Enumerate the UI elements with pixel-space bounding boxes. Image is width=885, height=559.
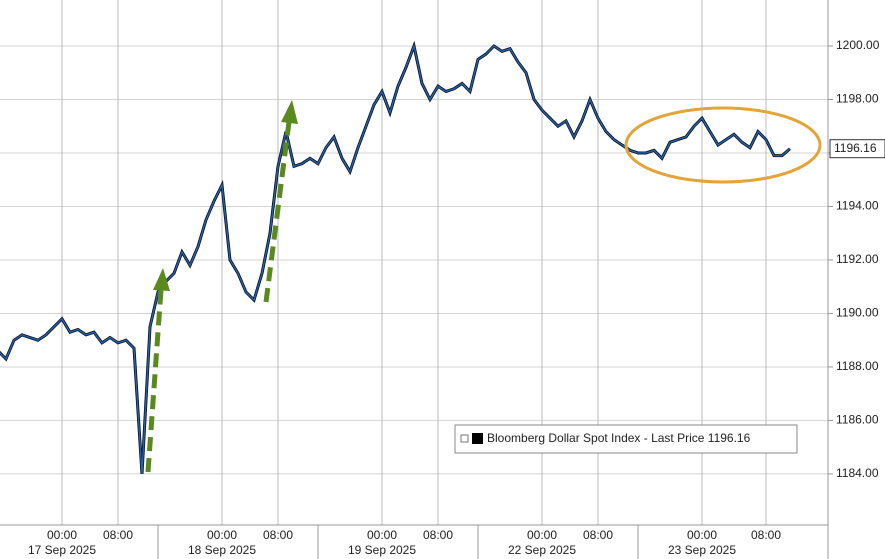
x-date-label: 22 Sep 2025	[508, 543, 576, 557]
legend-icon	[460, 434, 469, 443]
arrow-head	[153, 268, 170, 291]
legend: Bloomberg Dollar Spot Index - Last Price…	[454, 424, 798, 454]
last-price-label: 1196.16	[834, 141, 877, 155]
legend-name: Bloomberg Dollar Spot Index - Last Price	[487, 431, 705, 445]
x-tick-label: 00:00	[207, 528, 237, 542]
legend-box	[454, 424, 798, 454]
x-tick-label: 08:00	[423, 528, 453, 542]
x-date-label: 17 Sep 2025	[28, 543, 96, 557]
legend-last-value: 1196.16	[708, 431, 751, 445]
annotations	[145, 100, 822, 473]
plot	[0, 40, 791, 475]
y-tick-label: 1184.00	[836, 466, 879, 480]
y-tick-label: 1190.00	[836, 306, 879, 320]
legend-swatch	[472, 433, 483, 444]
x-date-label: 18 Sep 2025	[188, 543, 256, 557]
x-tick-label: 00:00	[367, 528, 397, 542]
y-tick-label: 1188.00	[836, 359, 879, 373]
arrow	[263, 121, 292, 303]
highlight-ellipse	[624, 106, 822, 184]
y-tick-label: 1186.00	[836, 413, 879, 427]
legend-label: Bloomberg Dollar Spot Index - Last Price…	[487, 431, 751, 445]
y-tick-label: 1198.00	[836, 92, 879, 106]
x-tick-label: 08:00	[263, 528, 293, 542]
x-date-label: 19 Sep 2025	[348, 543, 416, 557]
y-tick-label: 1194.00	[836, 199, 879, 213]
x-tick-label: 00:00	[527, 528, 557, 542]
x-tick-label: 08:00	[583, 528, 613, 542]
arrow-head	[281, 100, 298, 124]
x-tick-label: 00:00	[687, 528, 717, 542]
price-line	[0, 43, 791, 474]
x-tick-label: 00:00	[47, 528, 77, 542]
arrow	[145, 289, 164, 473]
y-tick-label: 1192.00	[836, 252, 879, 266]
x-tick-label: 08:00	[751, 528, 781, 542]
last-price-flag	[829, 139, 885, 159]
y-tick-label: 1200.00	[836, 38, 880, 52]
x-tick-label: 08:00	[103, 528, 133, 542]
x-date-label: 23 Sep 2025	[668, 543, 736, 557]
grid	[0, 0, 828, 525]
